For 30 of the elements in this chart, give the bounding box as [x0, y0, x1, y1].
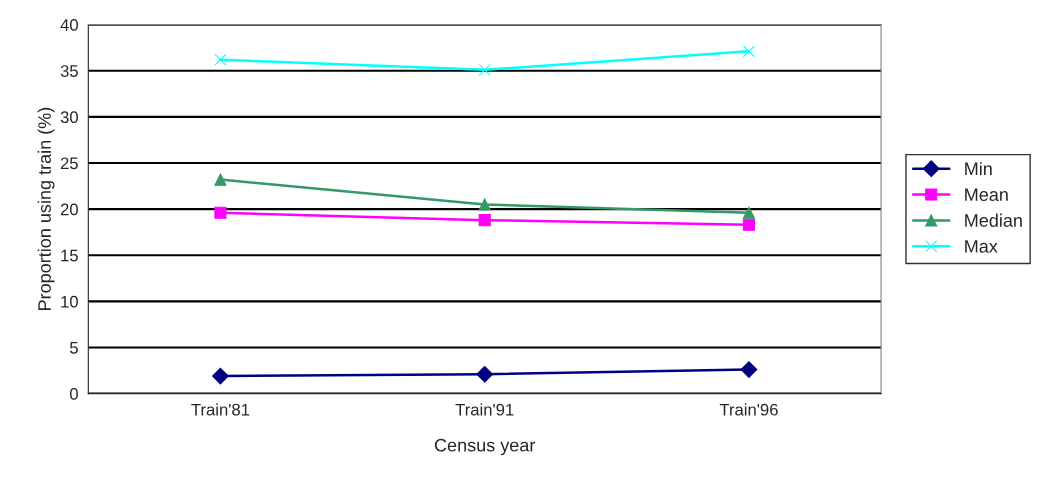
- y-tick-label: 10: [61, 295, 78, 308]
- y-tick-label: 25: [60, 157, 78, 170]
- y-tick-label: 40: [60, 19, 78, 31]
- point: [742, 218, 756, 231]
- point: [742, 45, 756, 58]
- point: [476, 365, 494, 383]
- point: [478, 214, 491, 227]
- point: [214, 173, 227, 186]
- point: [740, 361, 758, 378]
- legend-label: Median: [965, 213, 1022, 227]
- y-tick-label: 20: [60, 203, 78, 216]
- y-tick-label: 5: [69, 342, 78, 354]
- point: [742, 206, 756, 219]
- x-axis-title: Census year: [434, 438, 536, 456]
- legend-label: Min: [965, 161, 992, 175]
- y-tick-label: 0: [69, 388, 78, 400]
- x-tick-label: Train'81: [191, 403, 250, 416]
- point: [478, 198, 491, 211]
- y-tick-label: 30: [60, 111, 78, 124]
- point: [214, 53, 227, 66]
- legend-label: Max: [965, 240, 998, 253]
- point: [214, 206, 227, 219]
- y-tick-label: 35: [60, 65, 78, 77]
- legend-label: Mean: [965, 188, 1008, 202]
- point: [212, 367, 229, 385]
- y-tick-label: 15: [61, 249, 78, 262]
- point: [478, 63, 491, 76]
- y-axis-title: Proportion using train (%): [37, 107, 55, 310]
- x-tick-label: Train'91: [455, 403, 514, 416]
- x-tick-label: Train'96: [719, 403, 778, 416]
